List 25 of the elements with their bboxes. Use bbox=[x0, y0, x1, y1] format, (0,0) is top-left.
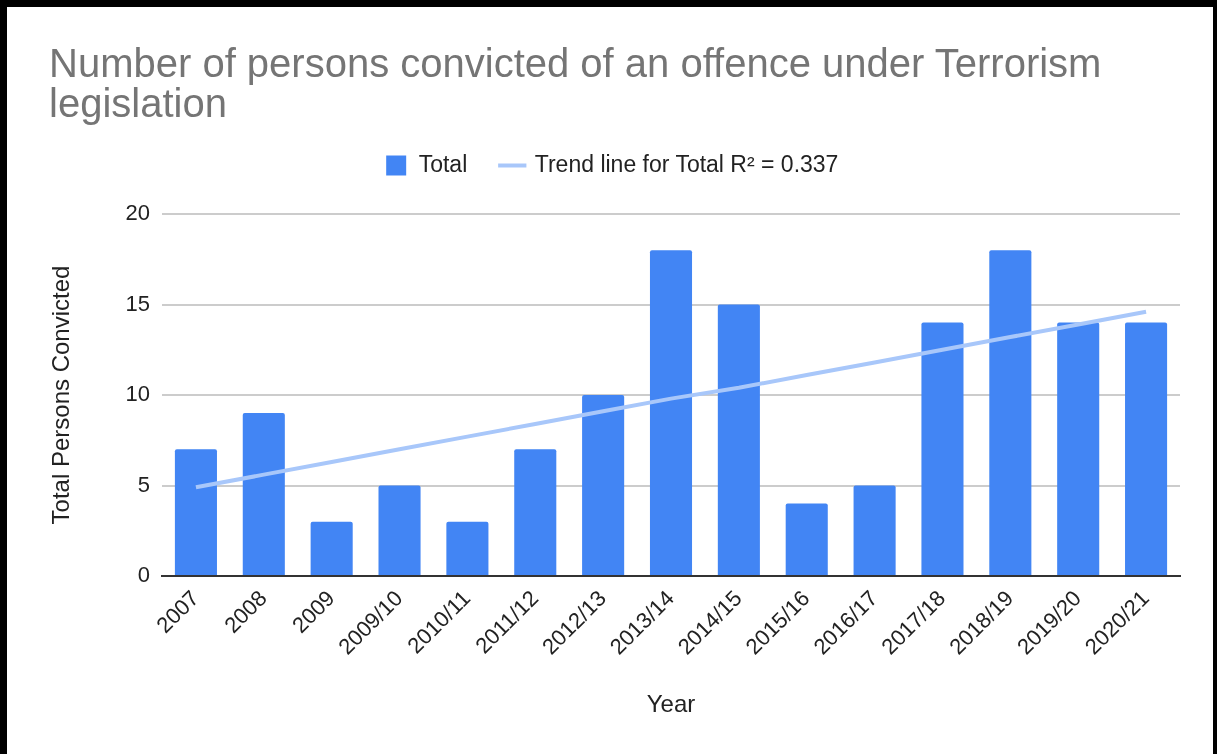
bar bbox=[649, 250, 693, 575]
y-tick-label: 0 bbox=[137, 562, 150, 588]
bar bbox=[1125, 322, 1168, 575]
x-axis-title: Year bbox=[646, 690, 696, 718]
bar bbox=[310, 521, 353, 575]
bar bbox=[785, 503, 828, 575]
y-tick-label: 15 bbox=[125, 290, 150, 316]
chart-title: Number of persons convicted of an offence under Terrorism legislation bbox=[49, 41, 1103, 125]
bar bbox=[717, 304, 760, 575]
bar bbox=[174, 449, 217, 575]
bar bbox=[921, 322, 964, 575]
legend-label: Total bbox=[418, 150, 468, 177]
legend-label: Trend line for Total R² = 0.337 bbox=[534, 150, 839, 177]
bar bbox=[446, 521, 489, 575]
bar bbox=[1057, 322, 1100, 575]
y-tick-label: 20 bbox=[125, 200, 150, 226]
bar bbox=[853, 485, 896, 575]
y-tick-label: 10 bbox=[125, 381, 150, 407]
bar bbox=[514, 449, 557, 575]
bar bbox=[582, 395, 625, 575]
y-tick-label: 5 bbox=[137, 471, 150, 497]
bar bbox=[242, 413, 285, 575]
y-axis-title: Total Persons Convicted bbox=[47, 265, 75, 525]
bar bbox=[378, 485, 421, 575]
bar bbox=[989, 250, 1032, 575]
